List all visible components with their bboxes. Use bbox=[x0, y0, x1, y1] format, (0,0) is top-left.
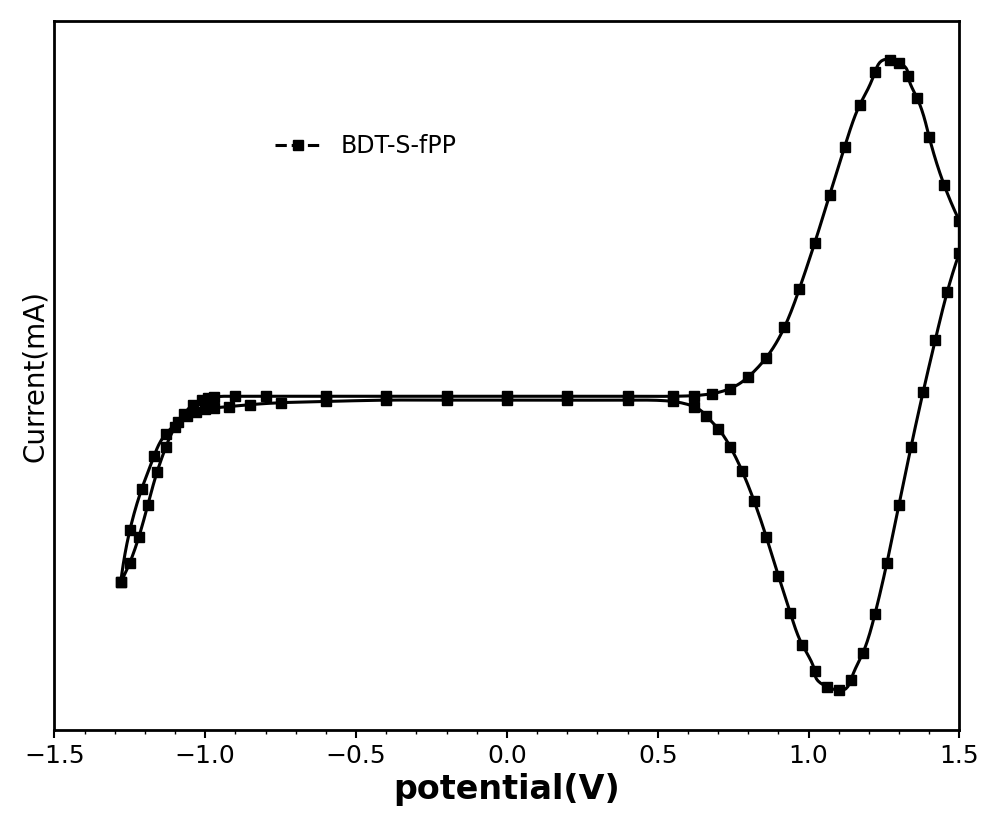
Legend: BDT-S-fPP: BDT-S-fPP bbox=[265, 125, 466, 168]
X-axis label: potential(V): potential(V) bbox=[393, 773, 620, 806]
Y-axis label: Current(mA): Current(mA) bbox=[21, 289, 49, 461]
